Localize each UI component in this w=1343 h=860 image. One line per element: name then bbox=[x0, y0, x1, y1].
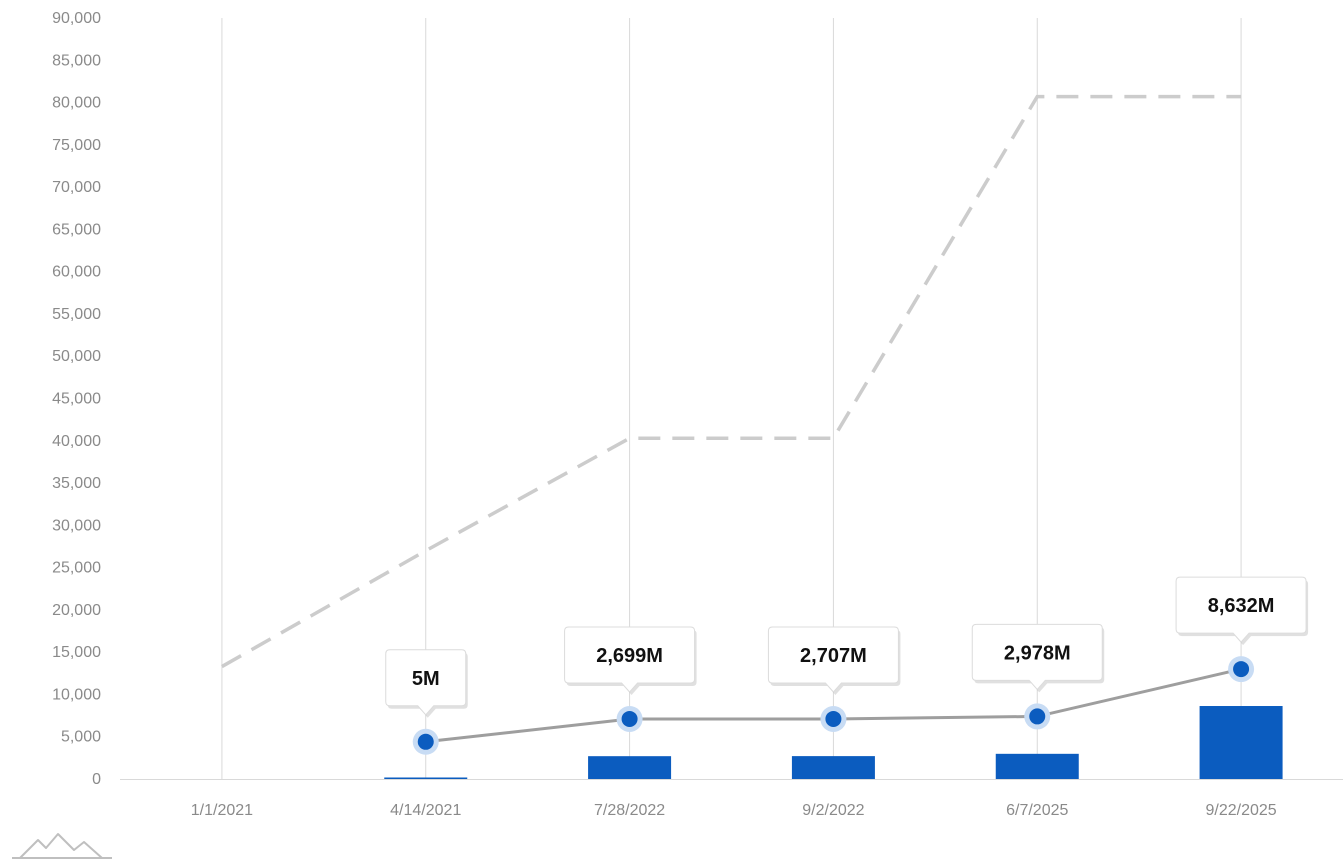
x-tick-label: 9/2/2022 bbox=[802, 802, 864, 819]
y-tick-label: 80,000 bbox=[52, 95, 101, 112]
callout-label: 2,699M bbox=[596, 645, 663, 667]
callout-box bbox=[767, 626, 899, 693]
callout-label: 5M bbox=[412, 668, 440, 690]
y-tick-label: 30,000 bbox=[52, 517, 101, 534]
y-tick-label: 60,000 bbox=[52, 264, 101, 281]
y-tick-label: 40,000 bbox=[52, 433, 101, 450]
callout-label: 2,707M bbox=[800, 645, 867, 667]
dashed-line-series bbox=[221, 94, 1242, 669]
dashed-series-line bbox=[221, 94, 1242, 669]
y-tick-label: 15,000 bbox=[52, 644, 101, 661]
y-tick-label: 55,000 bbox=[52, 306, 101, 323]
y-tick-label: 75,000 bbox=[52, 137, 101, 154]
y-tick-label: 85,000 bbox=[52, 52, 101, 69]
y-tick-label: 45,000 bbox=[52, 391, 101, 408]
value-callout: 5M bbox=[385, 649, 468, 718]
y-tick-label: 5,000 bbox=[61, 729, 101, 746]
line-point bbox=[417, 733, 434, 750]
callout-box bbox=[564, 626, 696, 693]
y-tick-label: 20,000 bbox=[52, 602, 101, 619]
value-callout: 8,632M bbox=[1175, 576, 1309, 646]
x-axis: 1/1/2021 4/14/2021 7/28/2022 9/2/2022 6/7/20… bbox=[191, 802, 1277, 819]
y-tick-label: 0 bbox=[92, 771, 101, 788]
x-tick-label: 7/28/2022 bbox=[594, 802, 665, 819]
x-tick-label: 9/22/2025 bbox=[1205, 802, 1276, 819]
value-callouts: 5M 2,699M 2,707M 2,978M 8,632M bbox=[385, 576, 1309, 718]
bar bbox=[384, 777, 468, 779]
mountain-logo-icon bbox=[12, 833, 112, 859]
value-callout: 2,699M bbox=[564, 626, 697, 695]
value-callout: 2,978M bbox=[971, 623, 1105, 693]
bar bbox=[1199, 706, 1283, 779]
callout-box bbox=[1175, 576, 1307, 643]
x-tick-label: 4/14/2021 bbox=[390, 802, 461, 819]
line-point bbox=[825, 710, 842, 727]
line-series bbox=[412, 656, 1255, 755]
line-point bbox=[621, 710, 638, 727]
y-tick-label: 25,000 bbox=[52, 560, 101, 577]
y-tick-label: 90,000 bbox=[52, 10, 101, 27]
bar-series bbox=[384, 706, 1283, 779]
callout-box bbox=[385, 649, 467, 716]
y-tick-label: 35,000 bbox=[52, 475, 101, 492]
y-tick-label: 65,000 bbox=[52, 221, 101, 238]
line-point bbox=[1233, 661, 1250, 678]
y-tick-label: 10,000 bbox=[52, 686, 101, 703]
callout-box bbox=[971, 623, 1103, 691]
y-tick-label: 70,000 bbox=[52, 179, 101, 196]
callout-label: 2,978M bbox=[1004, 642, 1071, 664]
vertical-grid bbox=[120, 18, 1343, 780]
value-callout: 2,707M bbox=[767, 626, 901, 695]
y-axis: 0 5,000 10,000 15,000 20,000 25,000 30,000 35,0… bbox=[52, 10, 101, 788]
x-tick-label: 1/1/2021 bbox=[191, 802, 253, 819]
bar bbox=[995, 753, 1079, 779]
line-point bbox=[1029, 708, 1046, 725]
bar bbox=[791, 756, 875, 779]
y-tick-label: 50,000 bbox=[52, 348, 101, 365]
x-tick-label: 6/7/2025 bbox=[1006, 802, 1068, 819]
callout-label: 8,632M bbox=[1208, 595, 1275, 617]
bar bbox=[588, 756, 672, 779]
